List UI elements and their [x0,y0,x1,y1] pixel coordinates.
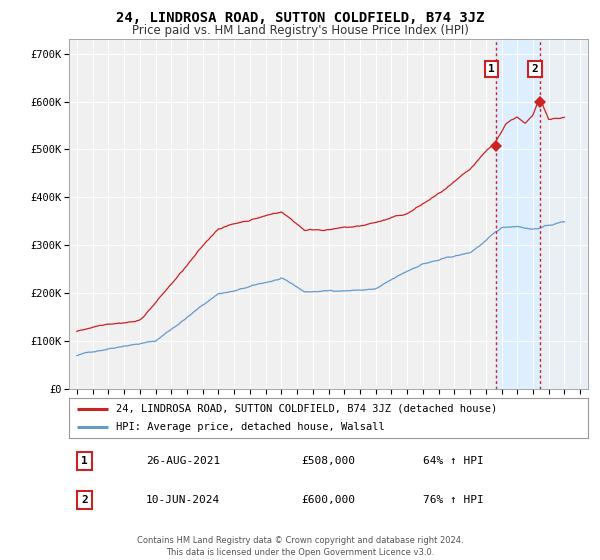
Text: 1: 1 [81,456,88,466]
Text: 2: 2 [81,495,88,505]
Text: £600,000: £600,000 [302,495,355,505]
Text: 24, LINDROSA ROAD, SUTTON COLDFIELD, B74 3JZ: 24, LINDROSA ROAD, SUTTON COLDFIELD, B74… [116,11,484,25]
Text: HPI: Average price, detached house, Walsall: HPI: Average price, detached house, Wals… [116,422,385,432]
Bar [496,39,540,389]
Text: 24, LINDROSA ROAD, SUTTON COLDFIELD, B74 3JZ (detached house): 24, LINDROSA ROAD, SUTTON COLDFIELD, B74… [116,404,497,414]
Text: Contains HM Land Registry data © Crown copyright and database right 2024.
This d: Contains HM Land Registry data © Crown c… [137,536,463,557]
Text: Price paid vs. HM Land Registry's House Price Index (HPI): Price paid vs. HM Land Registry's House … [131,24,469,36]
Text: 26-AUG-2021: 26-AUG-2021 [146,456,220,466]
Text: 10-JUN-2024: 10-JUN-2024 [146,495,220,505]
Text: 2: 2 [532,64,539,74]
Text: 64% ↑ HPI: 64% ↑ HPI [422,456,484,466]
Text: 76% ↑ HPI: 76% ↑ HPI [422,495,484,505]
Bar [540,39,600,389]
Text: 1: 1 [488,64,494,74]
Text: £508,000: £508,000 [302,456,355,466]
